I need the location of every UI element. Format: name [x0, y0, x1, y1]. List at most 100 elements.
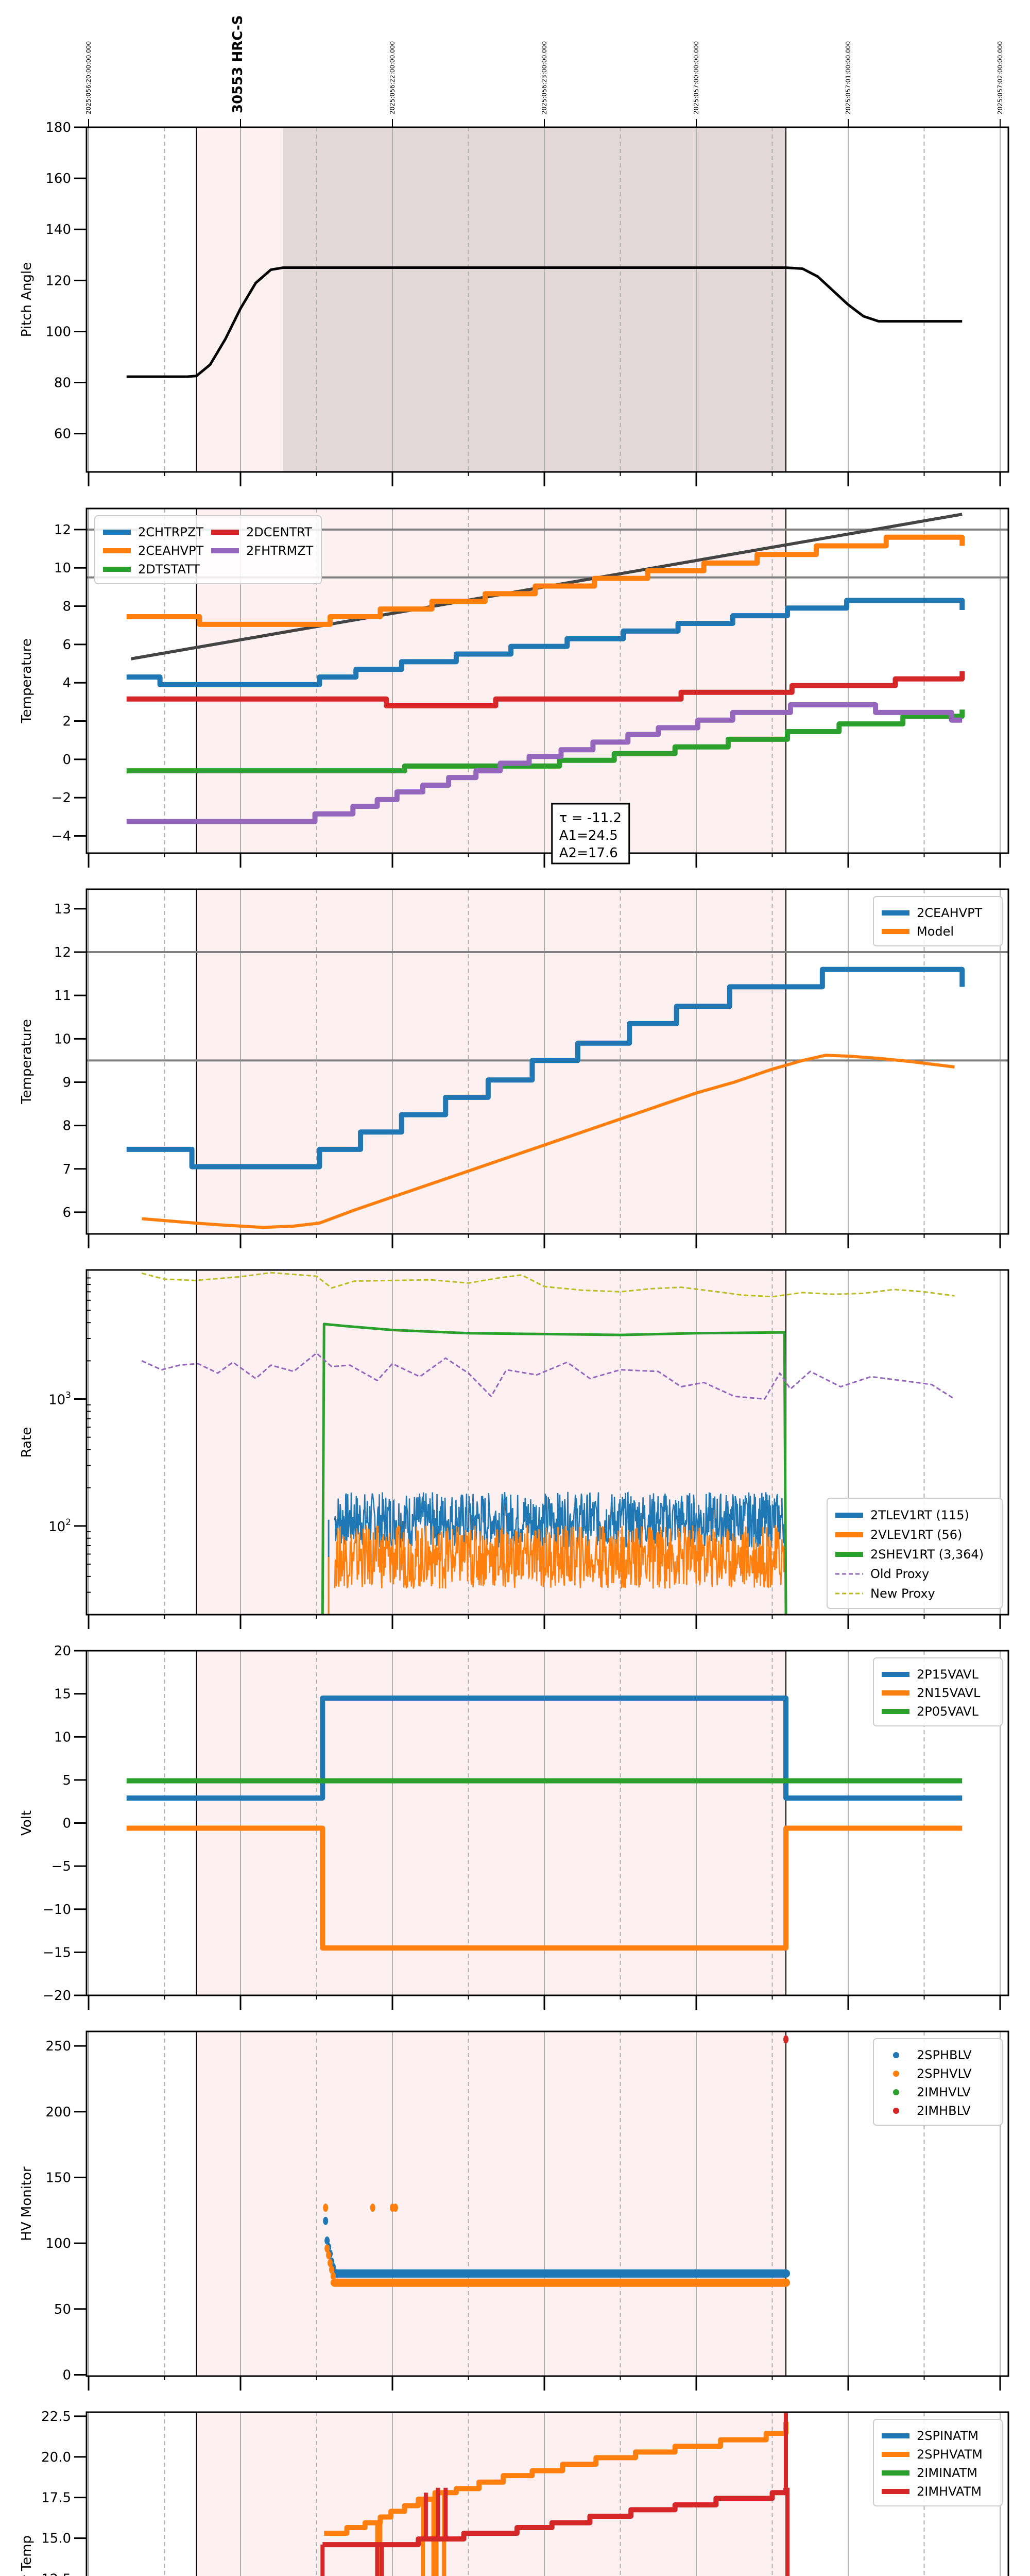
axes-frame — [85, 888, 1009, 1235]
axes-frame — [85, 1269, 1009, 1616]
legend-label: 2VLEV1RT (56) — [870, 1528, 962, 1542]
legend-item[interactable]: 2SPHBLV — [893, 2048, 972, 2062]
panel-temps: −4 −2 0 2 4 6 8 10 12 Temperature 2CHTRPZT 2CEAHVPT… — [19, 507, 1009, 868]
data-point — [323, 2204, 329, 2212]
legend-item[interactable]: Model — [882, 924, 954, 939]
y-tick-label: 20 — [54, 1643, 71, 1659]
data-point — [324, 2244, 330, 2253]
legend-label: 2N15VAVL — [917, 1686, 981, 1700]
legend-label: 2CEAHVPT — [917, 906, 983, 920]
legend-label: 2IMHBLV — [917, 2104, 971, 2118]
axes-frame — [85, 2030, 1009, 2377]
annotation-line: A1=24.5 — [559, 828, 618, 843]
legend-marker — [893, 2089, 899, 2095]
series-2vlev1rt-56- — [334, 1525, 787, 1589]
panel-rates: 102 103 Rate 2TLEV1RT (115) 2VLEV1RT (56) 2SH… — [19, 1269, 1009, 1629]
y-tick-label: 100 — [45, 324, 71, 340]
y-tick-label: 160 — [45, 171, 71, 187]
y-axis-label: Temperature — [19, 1019, 35, 1105]
legend-label: 2FHTRMZT — [246, 544, 314, 558]
y-axis-label: Rate — [19, 1427, 35, 1458]
data-point — [329, 2265, 334, 2274]
legend-label: 2CHTRPZT — [138, 525, 203, 539]
y-tick-label: 80 — [54, 376, 71, 391]
legend-item[interactable]: 2IMHVLV — [893, 2085, 971, 2099]
data-point — [326, 2251, 332, 2260]
y-tick-label: 150 — [45, 2170, 71, 2185]
y-tick-label: 13 — [54, 902, 71, 917]
panel-volts: −20−15−10−505101520Volt2P15VAVL2N15VAVL2… — [19, 1643, 1009, 2010]
y-tick-label: −4 — [52, 829, 71, 844]
legend-item[interactable]: 2DCENTRT — [211, 525, 312, 539]
legend-item[interactable]: 2P05VAVL — [882, 1704, 978, 1719]
time-label: 2025:057:00:00:00.000 — [693, 41, 700, 114]
y-tick-label: −10 — [43, 1902, 71, 1918]
series-pitch — [126, 266, 963, 378]
legend-item[interactable]: 2IMHBLV — [893, 2104, 971, 2118]
y-axis-label: Detector Temp — [19, 2535, 35, 2576]
y-tick-label: 12 — [54, 945, 71, 960]
legend-item[interactable]: 2TLEV1RT (115) — [835, 1508, 969, 1522]
legend-box — [873, 2038, 1003, 2126]
legend: 2CHTRPZT 2CEAHVPT 2DTSTATT 2DCENTRT 2FHTRMZT — [94, 515, 322, 584]
legend-item[interactable]: 2FHTRMZT — [211, 544, 314, 558]
y-tick-label: 9 — [62, 1075, 71, 1090]
legend-item[interactable]: 2SHEV1RT (3,364) — [835, 1547, 984, 1562]
legend-label: 2SPHVLV — [917, 2066, 972, 2081]
y-tick-label: 100 — [45, 2236, 71, 2251]
legend-item[interactable]: 2P15VAVL — [882, 1667, 978, 1682]
legend-item[interactable]: 2SPINATM — [882, 2429, 978, 2443]
series-2ceahvpt — [126, 534, 965, 627]
data-point — [370, 2204, 375, 2212]
panel-pitch: 60 80 100 120 140 160 180 Pitch Angle — [19, 119, 1009, 486]
legend-label: 2CEAHVPT — [138, 544, 204, 558]
legend-item[interactable]: 2SPHVATM — [882, 2447, 983, 2462]
y-tick-label: 15 — [54, 1687, 71, 1702]
series-2ceahvpt — [126, 967, 965, 1170]
time-label: 2025:057:02:00:00.000 — [997, 41, 1004, 114]
legend: 2P15VAVL 2N15VAVL 2P05VAVL — [873, 1657, 1003, 1726]
data-point — [330, 2272, 336, 2280]
legend-label: 2TLEV1RT (115) — [870, 1508, 969, 1522]
legend-item[interactable]: 2SPHVLV — [893, 2066, 972, 2081]
legend-item[interactable]: Old Proxy — [835, 1567, 929, 1581]
y-tick-label: −15 — [43, 1945, 71, 1960]
legend-item[interactable]: 2IMINATM — [882, 2466, 977, 2480]
y-tick-label: 102 — [48, 1517, 71, 1535]
y-tick-label: 103 — [48, 1391, 71, 1408]
legend-item[interactable]: New Proxy — [835, 1586, 935, 1601]
top-time-labels: 2025:056:20:00:00.000 30553 HRC-S 2025:056… — [85, 15, 1004, 114]
y-tick-label: 12 — [54, 522, 71, 538]
plot-area — [323, 2035, 791, 2287]
legend-item[interactable]: 2IMHVATM — [882, 2484, 982, 2499]
series-new-proxy — [141, 1272, 955, 1298]
data-point — [328, 2259, 333, 2267]
y-tick-label: 7 — [62, 1162, 71, 1177]
legend-item[interactable]: 2CEAHVPT — [103, 544, 204, 558]
observation-shading — [196, 1651, 786, 1995]
observation-shading — [196, 2031, 786, 2376]
y-tick-label: 200 — [45, 2105, 71, 2120]
data-point — [324, 2236, 330, 2245]
y-tick-label: 120 — [45, 273, 71, 289]
time-label: 2025:056:23:00:00.000 — [541, 41, 548, 114]
y-tick-label: 0 — [62, 1816, 71, 1832]
data-point — [323, 2216, 329, 2225]
legend-item[interactable]: 2N15VAVL — [882, 1686, 981, 1700]
y-tick-label: 0 — [62, 2367, 71, 2383]
axes-frame — [85, 126, 1009, 473]
legend-item[interactable]: 2CHTRPZT — [103, 525, 203, 539]
plot-area — [126, 967, 965, 1229]
legend-item[interactable]: 2CEAHVPT — [882, 906, 983, 920]
y-tick-label: 11 — [54, 988, 71, 1004]
y-tick-label: 50 — [54, 2302, 71, 2317]
y-tick-label: 17.5 — [41, 2490, 71, 2506]
y-tick-label: 15.0 — [41, 2531, 71, 2547]
series-old-proxy — [141, 1352, 955, 1400]
legend-item[interactable]: 2DTSTATT — [103, 562, 200, 577]
plot-area — [141, 1272, 955, 1615]
y-tick-label: 8 — [62, 1118, 71, 1134]
legend-item[interactable]: 2VLEV1RT (56) — [835, 1528, 962, 1542]
y-axis-label: Volt — [19, 1810, 35, 1836]
